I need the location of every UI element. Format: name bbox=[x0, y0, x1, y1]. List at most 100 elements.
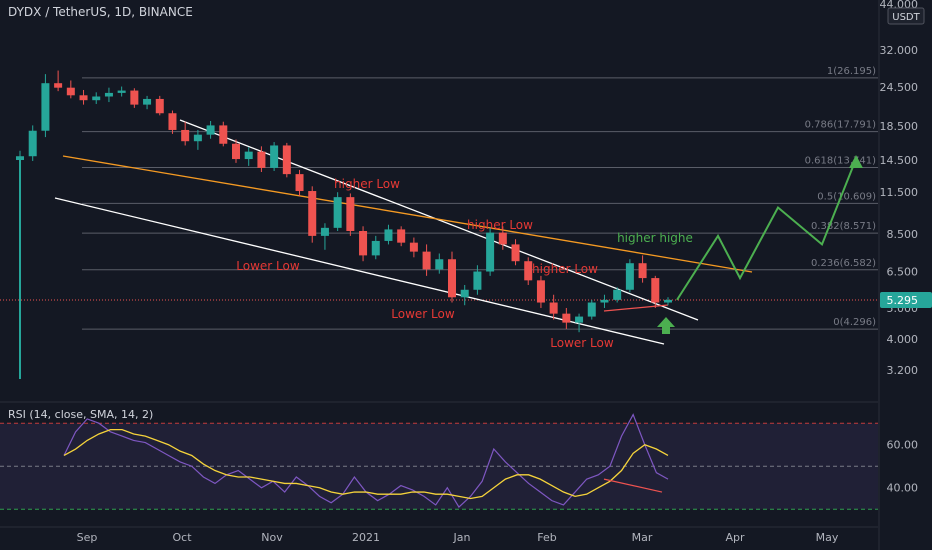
candle bbox=[359, 231, 368, 256]
candle bbox=[320, 227, 329, 236]
price-tick: 44.000 bbox=[880, 0, 919, 11]
chart-title: DYDX / TetherUS, 1D, BINANCE bbox=[8, 5, 193, 19]
candle bbox=[625, 263, 634, 290]
price-tick: 24.500 bbox=[880, 81, 919, 94]
price-tick: 8.500 bbox=[887, 228, 919, 241]
candle bbox=[587, 302, 596, 317]
fib-label: 1(26.195) bbox=[827, 66, 876, 77]
time-tick: Apr bbox=[725, 531, 745, 544]
candle bbox=[168, 113, 177, 130]
candle bbox=[41, 83, 50, 131]
candle bbox=[613, 289, 622, 300]
time-axis: Sep Oct Nov 2021 Jan Feb Mar Apr May bbox=[0, 526, 878, 544]
annotation-label: Lower Low bbox=[391, 307, 455, 321]
price-tick: 32.000 bbox=[880, 44, 919, 57]
candle bbox=[346, 197, 355, 232]
price-tick: 11.500 bbox=[880, 186, 919, 199]
rsi-ma-line bbox=[63, 429, 669, 500]
candle bbox=[155, 98, 164, 114]
divergence-line bbox=[603, 304, 669, 312]
fib-label: 0.382(8.571) bbox=[811, 221, 876, 232]
channel-upper bbox=[179, 119, 699, 321]
fib-label: 0.786(17.791) bbox=[805, 120, 877, 131]
candle bbox=[486, 232, 495, 272]
candle bbox=[473, 271, 482, 290]
candle bbox=[232, 143, 240, 160]
price-tick: 6.500 bbox=[887, 266, 919, 279]
fibonacci-levels: 1(26.195) 0.786(17.791) 0.618(13.741) 0.5(1… bbox=[82, 66, 878, 330]
candle bbox=[448, 259, 456, 298]
candle bbox=[638, 263, 647, 279]
candle bbox=[28, 130, 37, 157]
candle bbox=[117, 90, 126, 93]
price-axis: 44.000 32.000 24.500 18.500 14.500 11.500 8.50… bbox=[878, 0, 932, 550]
current-price-badge bbox=[880, 292, 932, 309]
candle bbox=[384, 229, 393, 241]
candlesticks bbox=[16, 70, 672, 379]
rsi-band bbox=[0, 423, 878, 510]
candle bbox=[181, 129, 190, 142]
annotation-label: higher Low bbox=[532, 262, 598, 276]
candle bbox=[193, 134, 202, 142]
candle bbox=[79, 95, 88, 101]
current-price-label: 5.295 bbox=[887, 294, 919, 307]
fib-label: 0.618(13.741) bbox=[805, 155, 877, 166]
currency-badge bbox=[887, 7, 925, 25]
annotation-label: higher Low bbox=[467, 218, 533, 232]
candle bbox=[575, 316, 584, 323]
candle bbox=[397, 229, 406, 243]
candle bbox=[664, 299, 672, 303]
candle bbox=[409, 242, 418, 252]
rsi-label: RSI (14, close, SMA, 14, 2) bbox=[8, 408, 154, 421]
time-tick: Feb bbox=[537, 531, 556, 544]
fib-label: 0.236(6.582) bbox=[811, 258, 876, 269]
candle bbox=[536, 280, 545, 303]
time-tick: Mar bbox=[632, 531, 653, 544]
rsi-tick: 40.00 bbox=[887, 482, 919, 495]
candle bbox=[460, 289, 469, 298]
time-tick: Sep bbox=[77, 531, 98, 544]
candle bbox=[92, 96, 101, 101]
rsi-tick: 60.00 bbox=[887, 439, 919, 452]
currency-label: USDT bbox=[892, 12, 920, 23]
price-tick: 4.000 bbox=[887, 333, 919, 346]
time-tick: Oct bbox=[172, 531, 192, 544]
candle bbox=[498, 232, 507, 245]
candle bbox=[219, 125, 228, 144]
price-tick: 3.200 bbox=[887, 364, 919, 377]
time-tick: Nov bbox=[261, 531, 283, 544]
rsi-divergence-line bbox=[603, 478, 663, 493]
candle bbox=[511, 244, 520, 262]
time-tick: Jan bbox=[453, 531, 471, 544]
candle bbox=[282, 145, 291, 175]
annotation-label: higher highe bbox=[617, 231, 693, 245]
projection-arrowhead bbox=[849, 155, 863, 168]
candle bbox=[16, 156, 24, 161]
candle bbox=[143, 98, 152, 105]
candle bbox=[257, 151, 266, 168]
time-tick: 2021 bbox=[352, 531, 380, 544]
annotations: higher Low higher Low higher Low higher hig… bbox=[236, 177, 693, 350]
candle bbox=[549, 302, 558, 314]
candle bbox=[104, 92, 113, 97]
fib-label: 0(4.296) bbox=[833, 317, 876, 328]
annotation-label: Lower Low bbox=[236, 259, 300, 273]
price-tick: 14.500 bbox=[880, 154, 919, 167]
annotation-label: Lower Low bbox=[550, 336, 614, 350]
candle bbox=[435, 259, 444, 270]
candle bbox=[244, 151, 253, 160]
candle bbox=[130, 90, 139, 105]
candle bbox=[422, 251, 431, 270]
up-arrow-icon bbox=[657, 317, 675, 334]
candle bbox=[206, 125, 215, 135]
candle bbox=[66, 87, 75, 96]
rsi-panel: 60.00 40.00 bbox=[0, 401, 919, 510]
candle bbox=[371, 240, 380, 256]
candle bbox=[333, 197, 342, 228]
fib-label: 0.5(10.609) bbox=[817, 191, 876, 202]
price-tick: 18.500 bbox=[880, 120, 919, 133]
candle bbox=[54, 83, 63, 88]
time-tick: May bbox=[816, 531, 839, 544]
candle bbox=[651, 278, 660, 303]
